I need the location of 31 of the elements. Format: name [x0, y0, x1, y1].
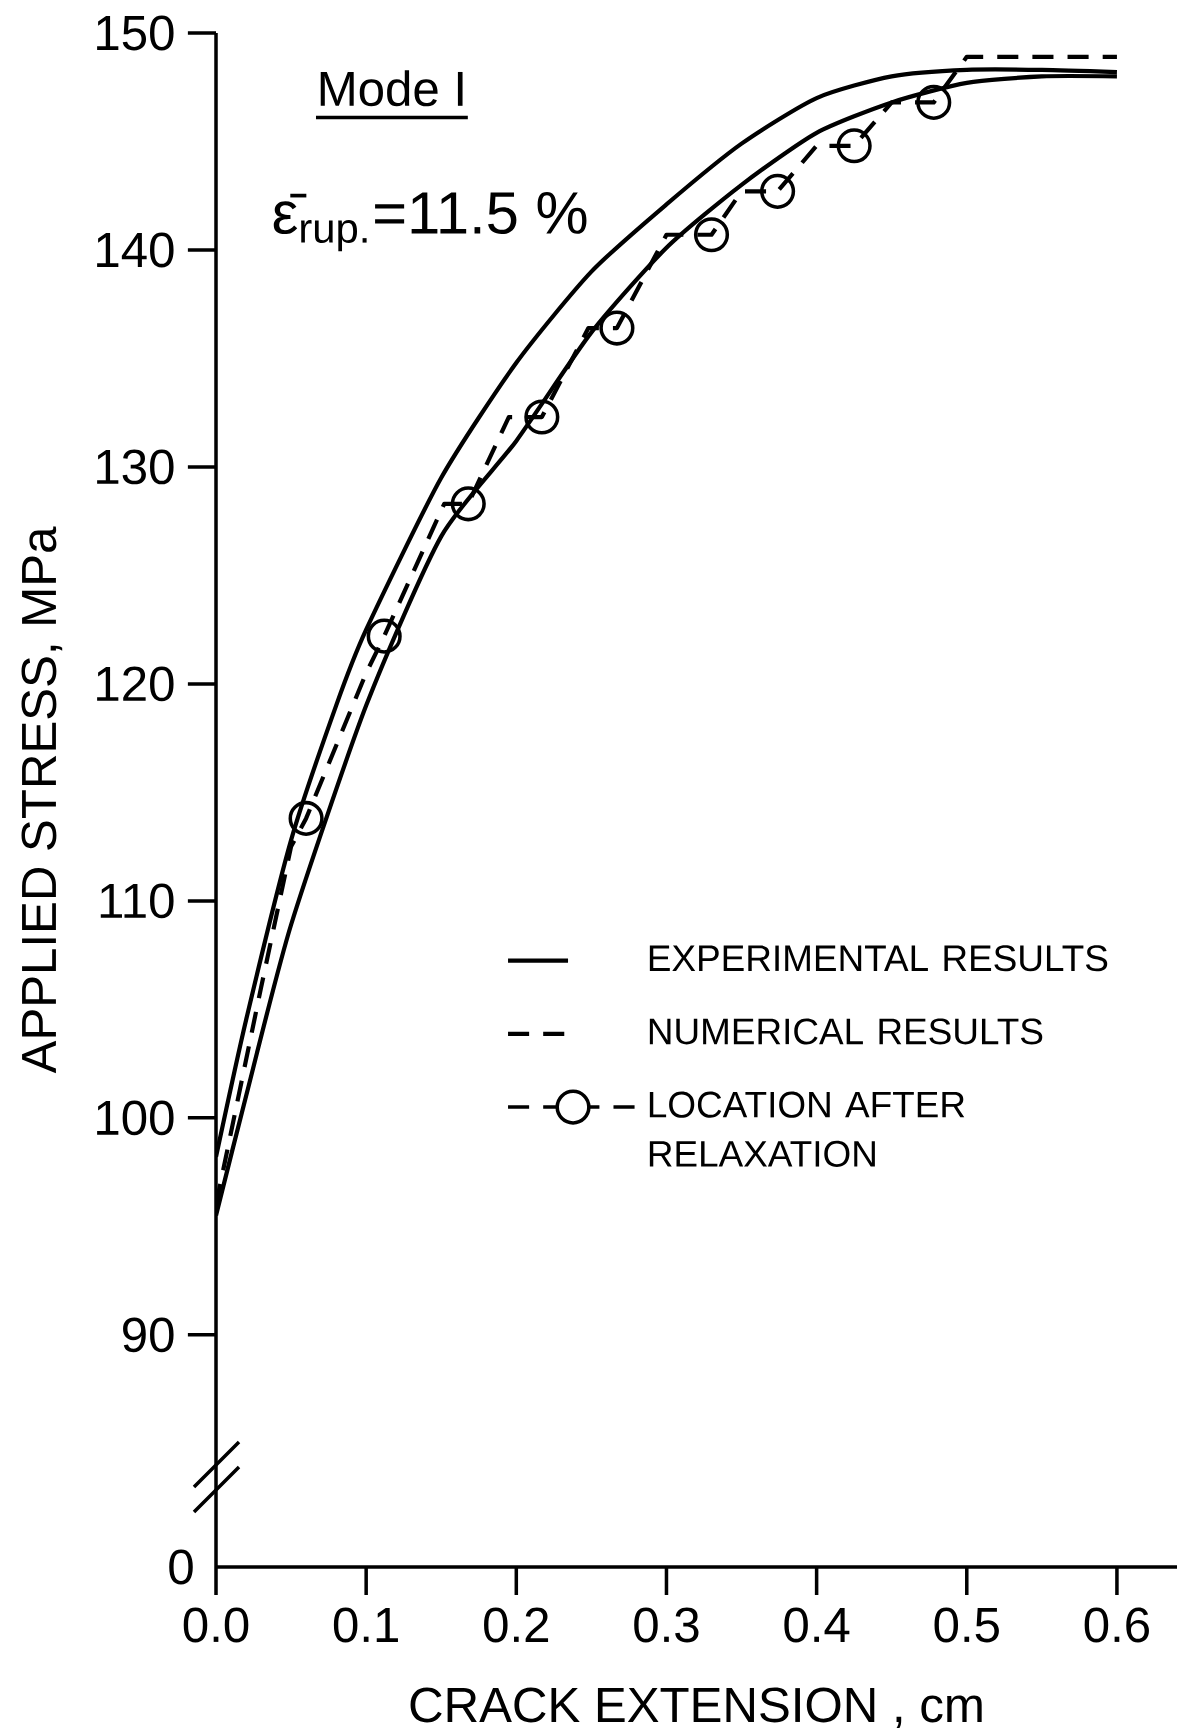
x-tick-label: 0.0 [183, 1607, 249, 1643]
x-tick-label: 0.6 [1084, 1607, 1149, 1643]
point [450, 486, 486, 522]
x-axis-title: CRACK EXTENSION , cm [410, 1687, 982, 1728]
y-tick-label: 100 [97, 1100, 174, 1136]
y-tick-label: 140 [97, 232, 174, 268]
y-tick-label: 120 [97, 666, 174, 702]
x-tick-label: 0.1 [333, 1607, 398, 1643]
x-tick-label: 0.5 [934, 1607, 999, 1643]
legend-label: LOCATION AFTER RELAXATION [649, 1091, 965, 1167]
point [524, 399, 560, 435]
y-tick-label: 90 [123, 1317, 174, 1353]
x-tick-label: 0.2 [484, 1607, 549, 1643]
point [599, 310, 635, 346]
point [836, 128, 872, 164]
point [916, 84, 952, 120]
legend-label: EXPERIMENTAL RESULTS [649, 945, 1108, 972]
text: 0 [169, 1549, 193, 1585]
y-axis-title: APPLIED STRESS, MPa [21, 526, 63, 1074]
annotation: ε̄$_{rup.}$=11.5 % [273, 192, 587, 252]
y-tick-label: 130 [97, 449, 174, 485]
point [693, 217, 730, 253]
x-tick-label: 0.4 [784, 1607, 850, 1643]
annotation: Mode I [320, 70, 463, 107]
legend-label: NUMERICAL RESULTS [649, 1018, 1043, 1045]
x-tick-label: 0.3 [634, 1607, 699, 1643]
point [288, 800, 324, 837]
y-tick-label: 150 [97, 15, 174, 51]
point [760, 173, 796, 209]
point [366, 618, 402, 654]
y-tick-label: 110 [100, 883, 174, 919]
